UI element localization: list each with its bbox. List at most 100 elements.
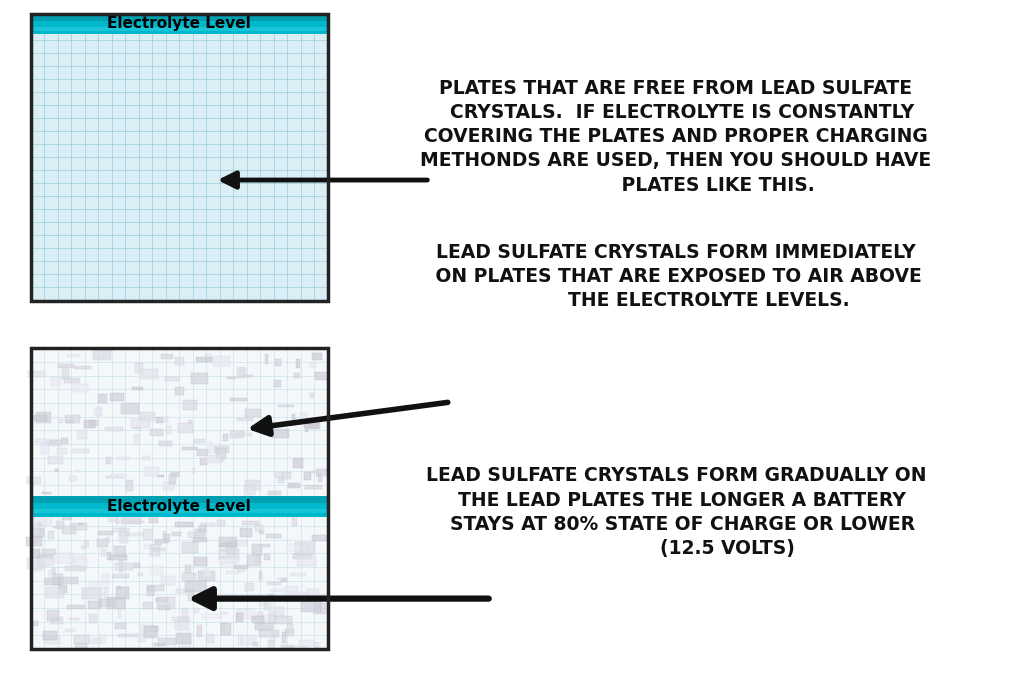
Bar xyxy=(163,531,166,543)
Bar xyxy=(182,635,191,647)
Bar xyxy=(118,634,137,637)
Bar xyxy=(219,543,236,546)
Bar xyxy=(38,522,42,525)
Bar xyxy=(66,629,75,632)
Bar xyxy=(287,591,307,596)
Bar xyxy=(185,581,206,591)
Bar xyxy=(265,534,282,538)
Bar xyxy=(105,428,123,431)
Bar xyxy=(265,354,268,363)
Bar xyxy=(281,645,294,648)
Bar xyxy=(28,371,45,377)
Bar xyxy=(268,594,273,600)
Bar xyxy=(63,378,80,382)
Bar xyxy=(278,477,284,483)
Bar xyxy=(259,630,280,637)
Bar xyxy=(193,598,203,601)
Bar xyxy=(238,634,242,645)
Bar xyxy=(209,458,224,461)
Bar xyxy=(253,617,257,619)
Bar xyxy=(142,529,154,540)
Bar xyxy=(182,573,196,581)
Bar xyxy=(50,441,59,444)
Bar xyxy=(204,602,211,604)
Bar xyxy=(163,482,174,490)
Bar xyxy=(151,429,163,436)
Bar xyxy=(101,574,109,583)
Bar xyxy=(161,576,175,585)
Bar xyxy=(297,556,316,566)
Bar xyxy=(259,531,264,534)
Bar xyxy=(184,565,190,573)
Bar xyxy=(216,448,226,459)
Bar xyxy=(65,566,85,571)
Bar xyxy=(245,409,261,417)
Bar xyxy=(58,364,75,368)
Bar xyxy=(293,516,297,526)
Bar xyxy=(239,567,245,572)
Bar xyxy=(195,529,205,538)
Bar xyxy=(48,570,55,577)
Bar xyxy=(119,537,124,542)
Bar xyxy=(144,626,156,638)
Bar xyxy=(51,377,60,386)
Bar xyxy=(122,404,139,415)
Bar xyxy=(161,354,173,359)
Bar xyxy=(69,555,86,558)
Bar xyxy=(219,538,237,547)
Bar xyxy=(214,446,229,453)
Bar xyxy=(293,555,311,559)
Bar xyxy=(122,516,141,524)
Bar xyxy=(248,555,260,566)
Bar xyxy=(267,491,281,494)
Bar xyxy=(264,602,268,611)
Bar xyxy=(98,531,114,535)
Bar xyxy=(267,582,282,585)
Bar xyxy=(31,348,328,649)
Bar xyxy=(31,14,328,301)
Bar xyxy=(312,535,327,540)
Bar xyxy=(47,456,62,464)
Bar xyxy=(143,544,155,549)
Bar xyxy=(61,438,69,444)
Bar xyxy=(115,563,133,570)
Bar xyxy=(162,417,168,421)
Bar xyxy=(314,602,326,614)
Bar xyxy=(234,566,248,569)
Bar xyxy=(195,438,205,443)
Bar xyxy=(156,598,169,602)
Bar xyxy=(142,456,151,460)
Bar xyxy=(126,533,143,536)
Bar xyxy=(221,561,238,568)
Bar xyxy=(128,520,143,523)
Bar xyxy=(255,525,263,531)
Bar xyxy=(188,419,193,424)
Bar xyxy=(283,632,286,643)
Bar xyxy=(221,624,231,635)
Bar xyxy=(151,626,158,632)
Bar xyxy=(67,605,85,609)
Bar xyxy=(200,458,207,464)
Bar xyxy=(302,544,308,550)
Bar xyxy=(120,532,128,543)
Bar xyxy=(105,457,111,464)
Bar xyxy=(150,544,161,556)
Bar xyxy=(270,637,274,641)
Bar xyxy=(244,486,255,494)
Bar xyxy=(110,555,127,560)
Bar xyxy=(51,617,62,624)
Bar xyxy=(181,542,199,553)
Bar xyxy=(111,393,124,401)
Bar xyxy=(91,638,101,643)
Bar xyxy=(318,473,323,482)
Text: Electrolyte Level: Electrolyte Level xyxy=(108,16,251,31)
Bar xyxy=(59,585,67,593)
Bar xyxy=(31,14,328,301)
Bar xyxy=(304,419,317,428)
Bar xyxy=(219,558,239,562)
Bar xyxy=(132,387,143,390)
Bar xyxy=(199,525,207,532)
Bar xyxy=(138,574,142,576)
Bar xyxy=(155,539,168,543)
Bar xyxy=(62,526,76,534)
